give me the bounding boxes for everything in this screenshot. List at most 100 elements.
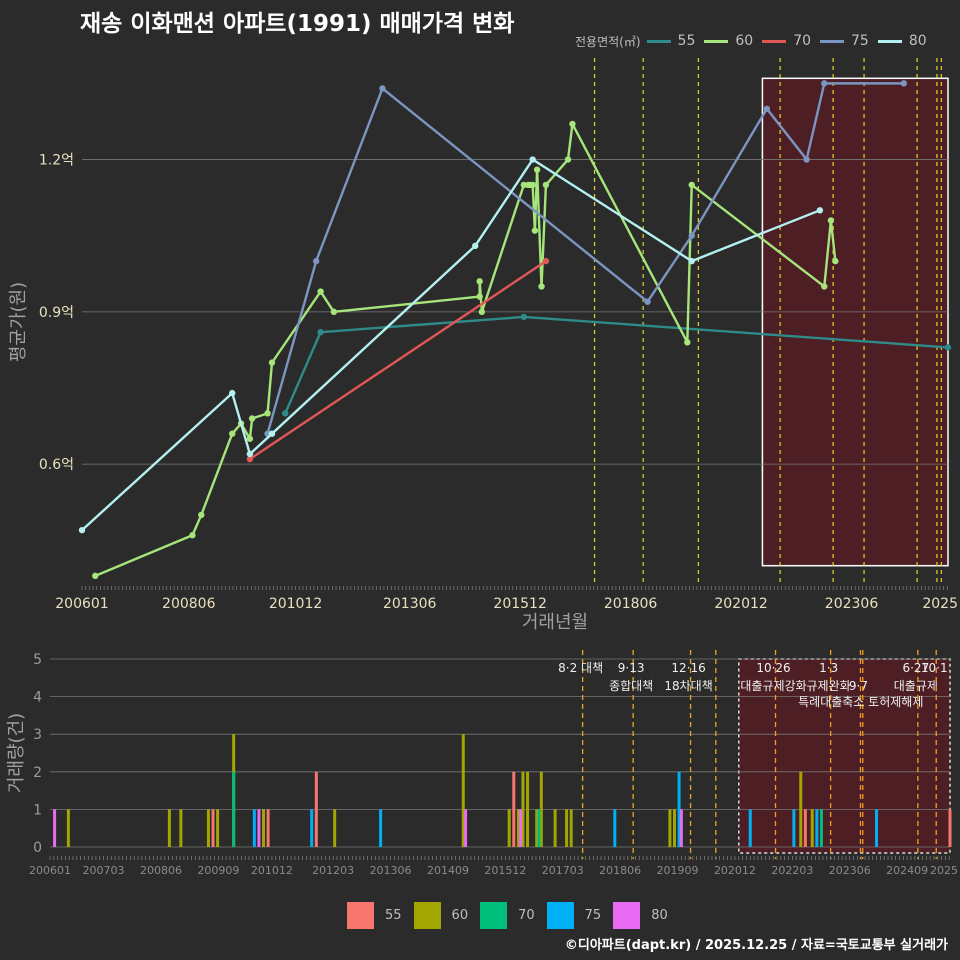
- data-point-70: [542, 257, 550, 265]
- volume-bar-75: [677, 771, 681, 847]
- volume-bar-60: [668, 809, 672, 847]
- volume-y-tick-label: 2: [33, 765, 42, 781]
- volume-x-tick-label: 201409: [427, 864, 469, 877]
- volume-y-tick-label: 0: [33, 840, 42, 856]
- legend-item-70: 70: [762, 33, 811, 49]
- x-tick-label: 2025: [922, 596, 958, 612]
- data-point-60: [478, 308, 486, 316]
- volume-bar-75: [613, 809, 617, 847]
- volume-bar-55: [266, 809, 270, 847]
- x-tick-label: 200806: [162, 596, 216, 612]
- legend-item-75: 75: [820, 33, 869, 49]
- volume-y-tick-label: 4: [33, 690, 42, 706]
- price-legend: 전용면적(㎡) 55 60 70 75 80: [575, 30, 936, 52]
- volume-bar-60: [810, 809, 814, 847]
- volume-bar-60: [206, 809, 210, 847]
- volume-bar-80: [53, 809, 57, 847]
- data-point-75: [763, 105, 771, 112]
- volume-bar-60: [672, 809, 676, 847]
- data-point-60: [531, 227, 539, 234]
- volume-x-tick-label: 201909: [657, 864, 699, 877]
- volume-x-tick-label: 200806: [140, 864, 182, 877]
- volume-bar-60: [216, 809, 220, 847]
- x-tick-label: 202306: [825, 596, 879, 612]
- data-point-80: [268, 430, 276, 437]
- data-point-75: [900, 80, 908, 87]
- volume-x-tick-label: 200703: [83, 864, 125, 877]
- data-point-80: [78, 526, 86, 534]
- volume-y-tick-label: 5: [33, 652, 42, 668]
- x-tick-label: 201306: [383, 596, 437, 612]
- bar-legend-label-60: 60: [451, 907, 469, 923]
- policy-sublabel: 규제완화: [807, 679, 851, 693]
- price-line-chart: 0.6억 0.9억 1.2억 200601 200806 201012 201306 2015…: [8, 58, 958, 633]
- bar-legend-item-70: 70: [480, 901, 535, 929]
- volume-x-tick-label: 202012: [714, 864, 756, 877]
- volume-bar-75: [815, 809, 819, 847]
- x-tick-label: 201512: [493, 596, 546, 612]
- bar-legend-swatch-55: [347, 901, 374, 929]
- data-point-80: [472, 242, 479, 250]
- data-point-60: [688, 181, 695, 189]
- bar-legend-label-55: 55: [385, 907, 402, 923]
- data-point-60: [248, 415, 256, 422]
- volume-bar-60: [66, 809, 70, 847]
- bar-legend-label-70: 70: [518, 907, 535, 923]
- data-point-80: [688, 257, 695, 265]
- x-tick-label: 201806: [604, 596, 658, 612]
- data-point-60: [92, 572, 99, 580]
- volume-bar-55: [948, 809, 952, 847]
- volume-x-tick-label: 201806: [599, 864, 641, 877]
- volume-bar-55: [512, 771, 516, 847]
- legend-item-80: 80: [877, 33, 927, 49]
- volume-bar-75: [310, 809, 314, 847]
- bar-legend-item-55: 55: [347, 901, 402, 929]
- policy-label: 8·2 대책: [558, 660, 603, 675]
- legend-label-75: 75: [851, 33, 869, 49]
- policy-label: 10·1: [921, 661, 948, 675]
- volume-bar-60: [526, 771, 530, 847]
- volume-x-tick-label: 202203: [771, 864, 813, 877]
- data-point-60: [529, 181, 536, 189]
- data-point-75: [821, 80, 828, 87]
- series-line-55: [284, 315, 949, 414]
- policy-label: 10·26: [756, 661, 790, 675]
- data-point-60: [542, 181, 550, 189]
- volume-x-tick-label: 201703: [542, 864, 584, 877]
- bar-legend-swatch-80: [613, 901, 641, 929]
- policy-label: 9·13: [618, 661, 645, 675]
- data-point-60: [330, 308, 338, 316]
- data-point-75: [379, 85, 386, 92]
- volume-bar-chart: 0 1 2 3 4 5 거래량(건) 8·2 대책 9·13 종합대책 12·16 18차대책 10·2…: [6, 650, 958, 877]
- x-tick-label: 200601: [55, 596, 108, 612]
- data-point-80: [529, 156, 536, 163]
- legend-swatch-75: [820, 39, 845, 43]
- data-point-60: [520, 181, 528, 189]
- volume-bar-60: [507, 809, 511, 847]
- data-point-60: [827, 217, 835, 224]
- volume-bar-70: [537, 809, 541, 847]
- volume-x-tick-label: 2025: [930, 864, 958, 877]
- y-tick-label: 0.6억: [39, 457, 74, 473]
- data-point-55: [317, 328, 324, 336]
- chart-title: 재송 이화맨션 아파트(1991) 매매가격 변화: [80, 11, 515, 37]
- volume-bar-80: [519, 809, 523, 847]
- data-point-60: [569, 120, 576, 128]
- x-tick-label: 201012: [269, 596, 322, 612]
- volume-x-tick-label: 202306: [829, 864, 871, 877]
- legend-label-60: 60: [735, 33, 754, 49]
- data-point-55: [944, 344, 952, 351]
- volume-y-tick-label: 1: [33, 802, 42, 818]
- volume-bar-75: [748, 809, 752, 847]
- policy-sublabel: 종합대책: [609, 678, 653, 693]
- volume-bar-60: [333, 809, 337, 847]
- volume-bar-80: [464, 809, 468, 847]
- legend-label-70: 70: [793, 33, 812, 49]
- bar-legend-item-60: 60: [413, 901, 469, 929]
- volume-x-tick-label: 201512: [484, 864, 526, 877]
- x-axis-title: 거래년월: [522, 612, 588, 633]
- data-point-55: [282, 410, 289, 417]
- volume-x-tick-label: 201203: [312, 864, 354, 877]
- policy-label: 6·27: [902, 661, 929, 675]
- policy-sublabel: 9·7: [849, 679, 868, 693]
